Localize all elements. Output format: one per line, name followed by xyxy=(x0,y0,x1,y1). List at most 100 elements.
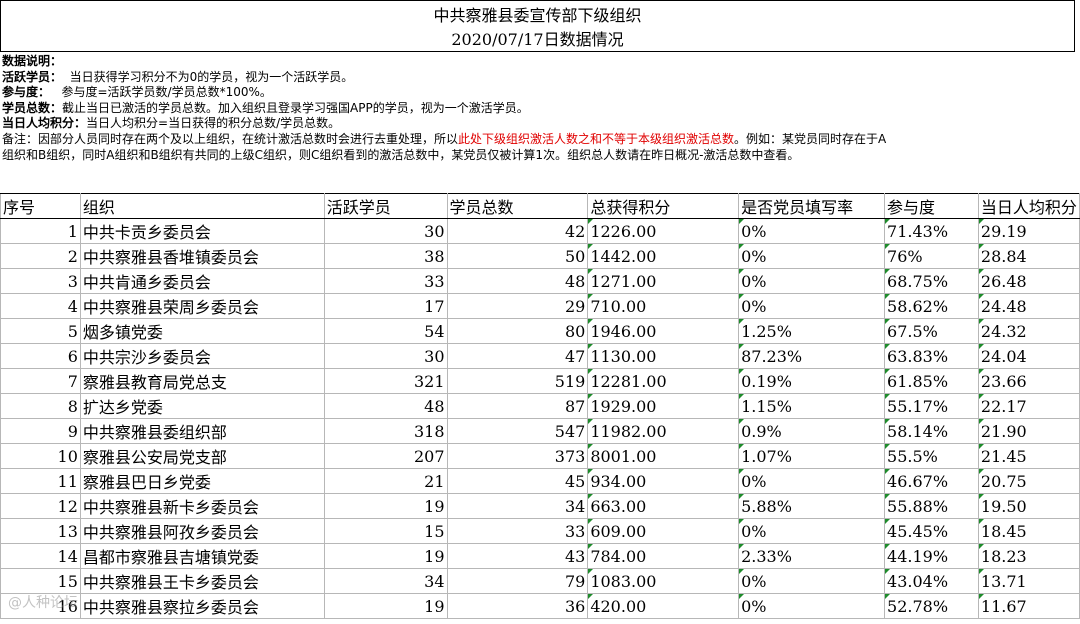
cell-points[interactable]: 1226.00 xyxy=(587,218,740,244)
cell-participation[interactable]: 46.67% xyxy=(884,468,979,494)
cell-points[interactable]: 710.00 xyxy=(587,293,740,319)
cell-points[interactable]: 8001.00 xyxy=(587,443,740,469)
cell-avg[interactable]: 29.19 xyxy=(977,218,1080,244)
cell-points[interactable]: 12281.00 xyxy=(587,368,740,394)
cell-participation[interactable]: 45.45% xyxy=(884,518,979,544)
cell-points[interactable]: 934.00 xyxy=(587,468,740,494)
cell-active[interactable]: 21 xyxy=(323,468,448,494)
cell-avg[interactable]: 21.90 xyxy=(977,418,1080,444)
cell-active[interactable]: 54 xyxy=(323,318,448,344)
cell-index[interactable]: 15 xyxy=(0,568,81,594)
cell-org[interactable]: 烟多镇党委 xyxy=(79,318,325,344)
col-header-points[interactable]: 总获得积分 xyxy=(587,193,740,219)
cell-index[interactable]: 2 xyxy=(0,243,81,269)
col-header-fill-rate[interactable]: 是否党员填写率 xyxy=(738,193,886,219)
cell-org[interactable]: 中共察雅县委组织部 xyxy=(79,418,325,444)
cell-index[interactable]: 16 xyxy=(0,593,81,619)
cell-points[interactable]: 1929.00 xyxy=(587,393,740,419)
col-header-org[interactable]: 组织 xyxy=(79,193,325,219)
cell-points[interactable]: 11982.00 xyxy=(587,418,740,444)
cell-avg[interactable]: 24.32 xyxy=(977,318,1080,344)
cell-active[interactable]: 34 xyxy=(323,568,448,594)
cell-index[interactable]: 5 xyxy=(0,318,81,344)
cell-active[interactable]: 19 xyxy=(323,493,448,519)
cell-participation[interactable]: 55.5% xyxy=(884,443,979,469)
cell-org[interactable]: 中共察雅县香堆镇委员会 xyxy=(79,243,325,269)
cell-org[interactable]: 中共宗沙乡委员会 xyxy=(79,343,325,369)
cell-participation[interactable]: 52.78% xyxy=(884,593,979,619)
cell-active[interactable]: 207 xyxy=(323,443,448,469)
cell-total[interactable]: 547 xyxy=(446,418,589,444)
cell-total[interactable]: 47 xyxy=(446,343,589,369)
cell-avg[interactable]: 13.71 xyxy=(977,568,1080,594)
cell-total[interactable]: 45 xyxy=(446,468,589,494)
cell-points[interactable]: 420.00 xyxy=(587,593,740,619)
cell-fill-rate[interactable]: 0.9% xyxy=(738,418,886,444)
cell-avg[interactable]: 18.45 xyxy=(977,518,1080,544)
cell-total[interactable]: 33 xyxy=(446,518,589,544)
cell-avg[interactable]: 28.84 xyxy=(977,243,1080,269)
cell-points[interactable]: 784.00 xyxy=(587,543,740,569)
col-header-participation[interactable]: 参与度 xyxy=(884,193,979,219)
cell-total[interactable]: 80 xyxy=(446,318,589,344)
cell-participation[interactable]: 55.88% xyxy=(884,493,979,519)
cell-total[interactable]: 36 xyxy=(446,593,589,619)
cell-org[interactable]: 中共肯通乡委员会 xyxy=(79,268,325,294)
cell-avg[interactable]: 24.04 xyxy=(977,343,1080,369)
cell-fill-rate[interactable]: 0% xyxy=(738,568,886,594)
cell-points[interactable]: 1271.00 xyxy=(587,268,740,294)
cell-org[interactable]: 扩达乡党委 xyxy=(79,393,325,419)
cell-active[interactable]: 17 xyxy=(323,293,448,319)
cell-avg[interactable]: 11.67 xyxy=(977,593,1080,619)
cell-org[interactable]: 中共卡贡乡委员会 xyxy=(79,218,325,244)
cell-total[interactable]: 373 xyxy=(446,443,589,469)
cell-points[interactable]: 1083.00 xyxy=(587,568,740,594)
cell-fill-rate[interactable]: 1.25% xyxy=(738,318,886,344)
cell-fill-rate[interactable]: 0% xyxy=(738,593,886,619)
cell-points[interactable]: 609.00 xyxy=(587,518,740,544)
col-header-index[interactable]: 序号 xyxy=(0,193,81,219)
cell-index[interactable]: 1 xyxy=(0,218,81,244)
cell-active[interactable]: 48 xyxy=(323,393,448,419)
cell-index[interactable]: 3 xyxy=(0,268,81,294)
col-header-avg[interactable]: 当日人均积分 xyxy=(977,193,1080,219)
cell-org[interactable]: 中共察雅县荣周乡委员会 xyxy=(79,293,325,319)
cell-participation[interactable]: 67.5% xyxy=(884,318,979,344)
cell-total[interactable]: 79 xyxy=(446,568,589,594)
cell-index[interactable]: 9 xyxy=(0,418,81,444)
cell-active[interactable]: 33 xyxy=(323,268,448,294)
cell-org[interactable]: 察雅县教育局党总支 xyxy=(79,368,325,394)
cell-fill-rate[interactable]: 0% xyxy=(738,518,886,544)
cell-fill-rate[interactable]: 0% xyxy=(738,468,886,494)
cell-fill-rate[interactable]: 0% xyxy=(738,243,886,269)
cell-index[interactable]: 13 xyxy=(0,518,81,544)
cell-avg[interactable]: 19.50 xyxy=(977,493,1080,519)
cell-participation[interactable]: 58.14% xyxy=(884,418,979,444)
cell-active[interactable]: 321 xyxy=(323,368,448,394)
cell-total[interactable]: 43 xyxy=(446,543,589,569)
cell-fill-rate[interactable]: 1.07% xyxy=(738,443,886,469)
cell-fill-rate[interactable]: 0% xyxy=(738,268,886,294)
cell-fill-rate[interactable]: 0% xyxy=(738,218,886,244)
col-header-total[interactable]: 学员总数 xyxy=(446,193,589,219)
cell-total[interactable]: 34 xyxy=(446,493,589,519)
cell-avg[interactable]: 24.48 xyxy=(977,293,1080,319)
cell-participation[interactable]: 61.85% xyxy=(884,368,979,394)
cell-fill-rate[interactable]: 5.88% xyxy=(738,493,886,519)
cell-total[interactable]: 29 xyxy=(446,293,589,319)
cell-index[interactable]: 6 xyxy=(0,343,81,369)
cell-fill-rate[interactable]: 1.15% xyxy=(738,393,886,419)
cell-org[interactable]: 中共察雅县察拉乡委员会 xyxy=(79,593,325,619)
col-header-active[interactable]: 活跃学员 xyxy=(323,193,448,219)
cell-org[interactable]: 昌都市察雅县吉塘镇党委 xyxy=(79,543,325,569)
cell-index[interactable]: 11 xyxy=(0,468,81,494)
cell-avg[interactable]: 20.75 xyxy=(977,468,1080,494)
cell-active[interactable]: 318 xyxy=(323,418,448,444)
cell-fill-rate[interactable]: 2.33% xyxy=(738,543,886,569)
cell-active[interactable]: 30 xyxy=(323,343,448,369)
cell-active[interactable]: 15 xyxy=(323,518,448,544)
cell-avg[interactable]: 22.17 xyxy=(977,393,1080,419)
cell-participation[interactable]: 55.17% xyxy=(884,393,979,419)
cell-active[interactable]: 30 xyxy=(323,218,448,244)
cell-points[interactable]: 1130.00 xyxy=(587,343,740,369)
